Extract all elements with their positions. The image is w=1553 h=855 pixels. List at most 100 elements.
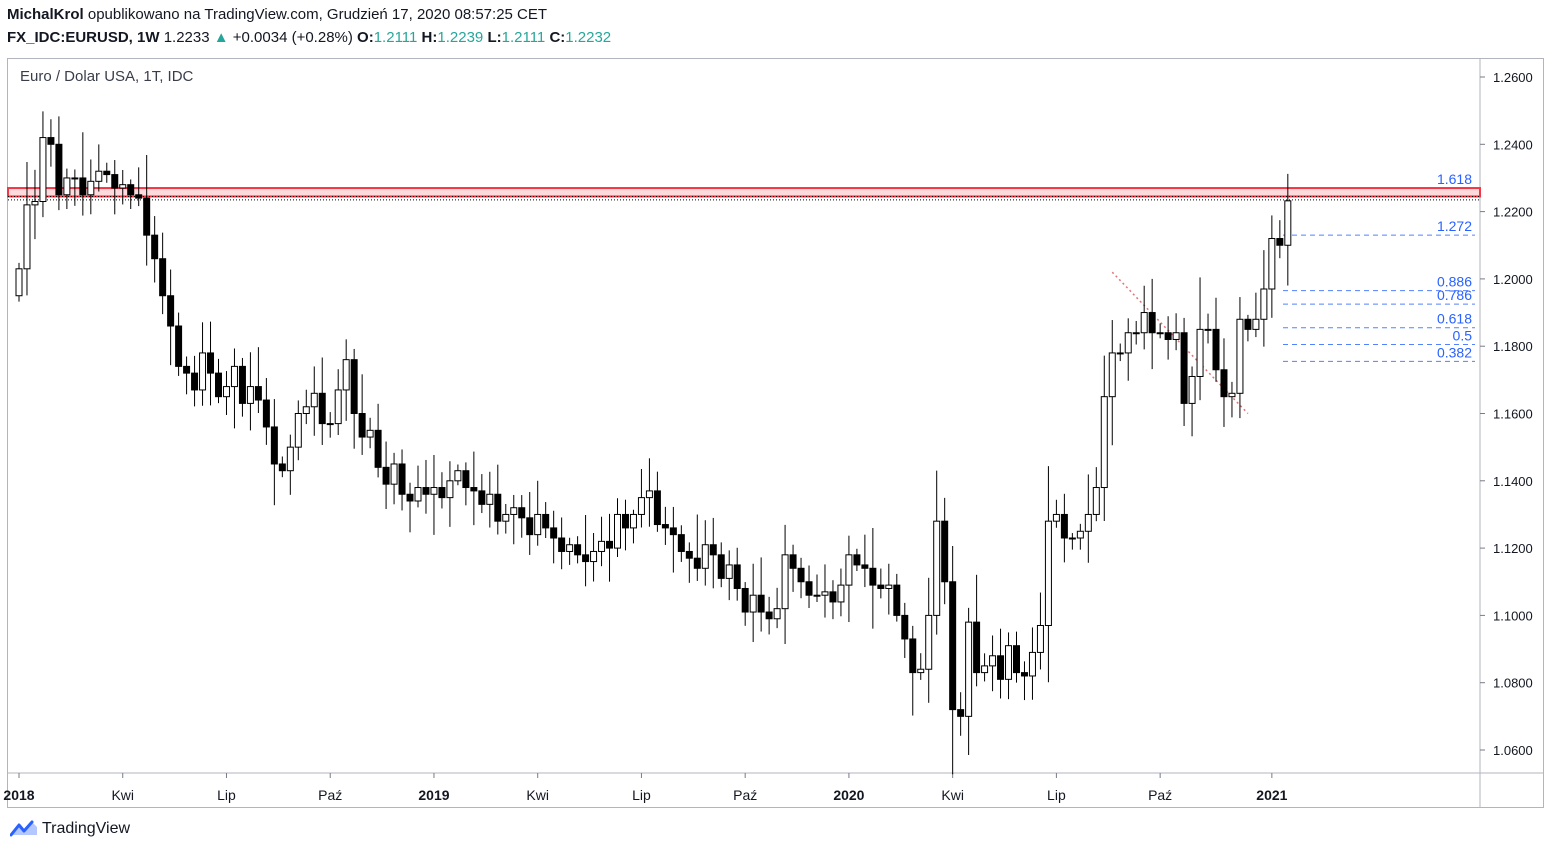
candle-up[interactable]	[837, 584, 845, 603]
candle-up[interactable]	[1108, 352, 1116, 398]
candle-down[interactable]	[909, 638, 917, 674]
candle-down[interactable]	[183, 365, 191, 374]
candle-up[interactable]	[1068, 537, 1076, 540]
candle-down[interactable]	[526, 517, 534, 536]
candle-up[interactable]	[326, 423, 334, 426]
candle-down[interactable]	[422, 487, 430, 495]
candle-up[interactable]	[15, 268, 23, 297]
candle-up[interactable]	[1005, 645, 1013, 680]
candle-up[interactable]	[965, 621, 973, 717]
candle-down[interactable]	[1020, 672, 1028, 677]
candle-up[interactable]	[119, 184, 127, 189]
candle-down[interactable]	[151, 234, 159, 260]
candle-up[interactable]	[813, 594, 821, 597]
candle-down[interactable]	[470, 487, 478, 492]
candle-down[interactable]	[159, 258, 167, 297]
candle-up[interactable]	[31, 201, 39, 206]
candle-down[interactable]	[1164, 332, 1172, 340]
candle-up[interactable]	[414, 487, 422, 502]
candle-up[interactable]	[286, 446, 294, 472]
candle-down[interactable]	[901, 614, 909, 640]
resistance-zone[interactable]	[7, 187, 1481, 198]
candle-up[interactable]	[1084, 513, 1092, 532]
candle-down[interactable]	[861, 564, 869, 569]
candle-up[interactable]	[1044, 520, 1052, 626]
candle-down[interactable]	[797, 567, 805, 583]
candle-down[interactable]	[278, 463, 286, 472]
candle-up[interactable]	[342, 359, 350, 391]
candle-down[interactable]	[1220, 369, 1228, 398]
author-name[interactable]: MichalKrol	[7, 6, 84, 23]
candle-up[interactable]	[725, 564, 733, 579]
candle-up[interactable]	[1036, 624, 1044, 653]
candle-up[interactable]	[614, 513, 621, 549]
candle-down[interactable]	[127, 184, 135, 196]
candle-up[interactable]	[454, 470, 462, 482]
candle-down[interactable]	[789, 554, 797, 569]
candle-up[interactable]	[1116, 352, 1124, 355]
candle-up[interactable]	[302, 406, 310, 414]
candle-up[interactable]	[773, 608, 781, 620]
candle-up[interactable]	[989, 655, 997, 667]
candle-up[interactable]	[39, 137, 47, 203]
candle-up[interactable]	[645, 490, 653, 499]
candle-up[interactable]	[1284, 200, 1292, 246]
candle-down[interactable]	[669, 527, 677, 536]
candle-down[interactable]	[709, 544, 717, 556]
candle-down[interactable]	[238, 365, 246, 404]
candle-up[interactable]	[1100, 396, 1108, 489]
candle-down[interactable]	[1013, 645, 1020, 674]
candle-up[interactable]	[430, 487, 438, 495]
candle-up[interactable]	[1028, 651, 1036, 677]
candle-up[interactable]	[502, 513, 510, 522]
candle-up[interactable]	[71, 177, 79, 180]
candle-down[interactable]	[270, 426, 278, 465]
candle-down[interactable]	[582, 554, 590, 563]
candle-down[interactable]	[661, 524, 669, 529]
candle-down[interactable]	[877, 584, 885, 589]
candle-down[interactable]	[677, 534, 685, 552]
candle-down[interactable]	[103, 170, 111, 176]
candle-down[interactable]	[997, 655, 1005, 680]
candle-down[interactable]	[621, 513, 629, 529]
candle-down[interactable]	[941, 520, 949, 583]
candle-down[interactable]	[893, 584, 901, 616]
candle-down[interactable]	[741, 587, 749, 613]
candle-up[interactable]	[1124, 332, 1132, 354]
candle-up[interactable]	[1188, 375, 1196, 404]
candle-up[interactable]	[598, 540, 606, 552]
candle-down[interactable]	[143, 197, 151, 236]
candle-down[interactable]	[869, 567, 877, 586]
candle-up[interactable]	[749, 594, 757, 613]
candle-down[interactable]	[949, 581, 957, 711]
candle-up[interactable]	[845, 554, 853, 586]
candle-down[interactable]	[79, 177, 87, 196]
candle-up[interactable]	[294, 413, 302, 448]
candle-down[interactable]	[191, 372, 199, 391]
candle-up[interactable]	[486, 493, 494, 505]
candle-up[interactable]	[821, 591, 829, 596]
candle-up[interactable]	[222, 386, 230, 398]
candle-down[interactable]	[111, 174, 119, 189]
candle-down[interactable]	[135, 194, 143, 199]
candle-down[interactable]	[254, 386, 262, 401]
candle-up[interactable]	[566, 544, 574, 552]
candle-down[interactable]	[717, 554, 725, 579]
candle-up[interactable]	[87, 180, 95, 196]
candle-down[interactable]	[462, 470, 470, 489]
candle-down[interactable]	[1276, 238, 1284, 246]
candle-down[interactable]	[55, 143, 63, 196]
candle-up[interactable]	[1260, 288, 1268, 320]
trend-line[interactable]	[1111, 271, 1249, 415]
candle-up[interactable]	[1268, 238, 1276, 290]
footer[interactable]: TradingView	[10, 820, 130, 838]
candle-down[interactable]	[207, 352, 215, 374]
candle-up[interactable]	[334, 389, 342, 425]
candle-down[interactable]	[1212, 328, 1220, 371]
candle-up[interactable]	[629, 513, 637, 529]
candle-down[interactable]	[606, 540, 614, 549]
candle-down[interactable]	[518, 507, 526, 519]
candle-down[interactable]	[558, 537, 566, 552]
candle-down[interactable]	[1060, 513, 1068, 539]
